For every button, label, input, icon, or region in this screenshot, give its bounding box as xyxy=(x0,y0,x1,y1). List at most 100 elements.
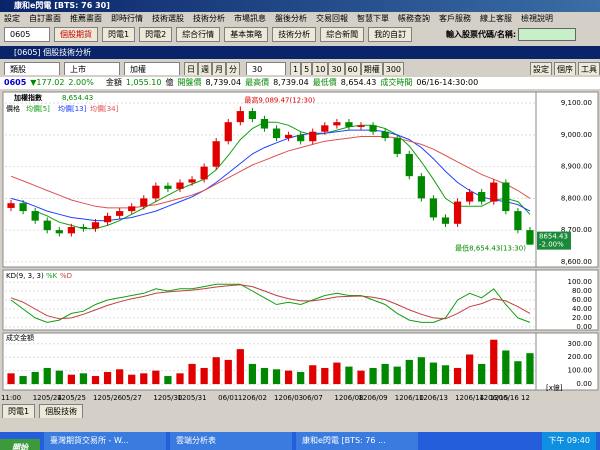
last-pct: -2.00% xyxy=(539,241,564,249)
period-button[interactable]: 日 xyxy=(184,62,198,75)
task-item[interactable]: 臺灣期貨交易所 - W... xyxy=(44,432,166,450)
tabs: 閃電1 個股技術 xyxy=(2,404,302,418)
x-tick-label: 05/27 xyxy=(122,394,142,402)
tool-button[interactable]: 個股期貨 xyxy=(54,27,98,42)
volume-bar xyxy=(200,367,208,385)
panel-title: [0605] 個股技術分析 xyxy=(14,48,92,57)
quote-item: 8,739.04 xyxy=(205,78,242,87)
dropdown[interactable]: 上市 xyxy=(64,62,120,75)
volume-bar xyxy=(103,371,112,385)
volume-bar xyxy=(43,367,51,385)
y-tick-label: 100.00 xyxy=(568,367,593,375)
volume-bar xyxy=(357,370,365,385)
minute-button[interactable]: 300 xyxy=(382,62,405,75)
task-item[interactable]: 雲端分析表 xyxy=(170,432,292,450)
task-item[interactable]: 康和e閃電 [BTS: 76 ... xyxy=(296,432,418,450)
period-button[interactable]: 分 xyxy=(226,62,240,75)
candle-body xyxy=(321,125,329,132)
menu-item[interactable]: 智慧下單 xyxy=(357,14,389,23)
minute-button[interactable]: 1 xyxy=(290,62,302,75)
volume-bar xyxy=(514,361,522,385)
minute-button[interactable]: 期權 xyxy=(360,62,383,75)
candle-body xyxy=(79,226,88,229)
panel-button[interactable]: 個序 xyxy=(554,62,576,75)
menu-item[interactable]: 設定 xyxy=(4,14,20,23)
tool-button[interactable]: 綜合新聞 xyxy=(320,27,365,42)
code-input[interactable]: 0605 xyxy=(4,27,50,42)
candle-body xyxy=(188,179,196,183)
candle-body xyxy=(357,125,365,127)
tool-button[interactable]: 閃電2 xyxy=(139,27,173,42)
search-input[interactable] xyxy=(518,28,577,41)
minute-button[interactable]: 30 xyxy=(328,62,345,75)
menu-item[interactable]: 檢視說明 xyxy=(521,14,553,23)
x-tick-label: 1206/08 xyxy=(334,394,363,402)
menu-item[interactable]: 技術分析 xyxy=(193,14,225,23)
menu-item[interactable]: 自訂畫面 xyxy=(29,14,61,23)
y-tick-label: 9,100.00 xyxy=(561,99,592,107)
count-input[interactable]: 30 xyxy=(246,62,286,75)
tool-button[interactable]: 技術分析 xyxy=(272,27,317,42)
y-tick-label: 40.00 xyxy=(572,305,592,313)
quote-item: 最高價 xyxy=(245,78,270,87)
x-tick-label: 1206/16 12 xyxy=(490,394,530,402)
ma-line xyxy=(10,129,531,222)
x-tick-label: 1205/31 xyxy=(178,394,207,402)
minute-button[interactable]: 60 xyxy=(344,62,361,75)
candle-body xyxy=(103,215,112,223)
volume-bar xyxy=(212,357,220,385)
candle-body xyxy=(333,122,341,126)
tool-button[interactable]: 我的自訂 xyxy=(368,27,413,42)
chart-title: 加權指數 xyxy=(13,93,42,102)
tool-button[interactable]: 綜合行情 xyxy=(176,27,221,42)
volume-bar xyxy=(236,349,244,385)
menu-item[interactable]: 即時行情 xyxy=(111,14,143,23)
menu-item[interactable]: 技術選股 xyxy=(152,14,184,23)
tool-button[interactable]: 基本策略 xyxy=(224,27,269,42)
legend-entry: 均價[13] xyxy=(58,104,87,113)
candle-body xyxy=(478,192,486,202)
minute-button[interactable]: 10 xyxy=(312,62,329,75)
menu-item[interactable]: 線上客服 xyxy=(480,14,512,23)
tab[interactable]: 閃電1 xyxy=(2,404,36,418)
menu-item[interactable]: 客戶服務 xyxy=(439,14,471,23)
dropdown[interactable]: 加權 xyxy=(124,62,180,75)
candle-body xyxy=(284,134,293,139)
minute-button[interactable]: 5 xyxy=(301,62,313,75)
candle-body xyxy=(466,192,474,202)
candle-body xyxy=(393,138,401,154)
candle-body xyxy=(19,203,27,212)
period-button[interactable]: 週 xyxy=(198,62,212,75)
period-button[interactable]: 月 xyxy=(212,62,226,75)
quote-code: 0605 xyxy=(4,78,27,87)
x-tick-label: 1206/02 xyxy=(238,394,267,402)
candle-body xyxy=(272,128,281,139)
start-button[interactable]: 開始 xyxy=(0,439,40,450)
panel-button[interactable]: 設定 xyxy=(530,62,552,75)
candle-body xyxy=(116,211,124,216)
menu-item[interactable]: 推薦畫面 xyxy=(70,14,102,23)
candle-body xyxy=(429,198,438,218)
last-tag-box xyxy=(537,231,571,250)
menu-item[interactable]: 市場訊息 xyxy=(234,14,266,23)
volume-bar xyxy=(393,366,401,385)
volume-bar xyxy=(164,376,172,385)
volume-bar xyxy=(441,365,450,385)
tool-button[interactable]: 閃電1 xyxy=(102,27,136,42)
y-tick-label: 60.00 xyxy=(572,296,592,304)
taskbar: 開始臺灣期貨交易所 - W... 雲端分析表 康和e閃電 [BTS: 76 ... 下… xyxy=(0,432,600,450)
y-tick-label: 80.00 xyxy=(572,287,592,295)
dropdown[interactable]: 類股 xyxy=(4,62,60,75)
candle-body xyxy=(140,198,148,207)
menu-item[interactable]: 帳務查詢 xyxy=(398,14,430,23)
tab[interactable]: 個股技術 xyxy=(39,404,84,418)
panel-button[interactable]: 工具 xyxy=(578,62,600,75)
menu-item[interactable]: 盤後分析 xyxy=(275,14,307,23)
menu-item[interactable]: 交易回報 xyxy=(316,14,348,23)
candle-body xyxy=(381,131,389,139)
y-tick-label: 0.00 xyxy=(576,323,592,331)
volume-bar xyxy=(502,350,510,385)
candle-body xyxy=(453,201,462,224)
volume-bar xyxy=(284,370,293,385)
